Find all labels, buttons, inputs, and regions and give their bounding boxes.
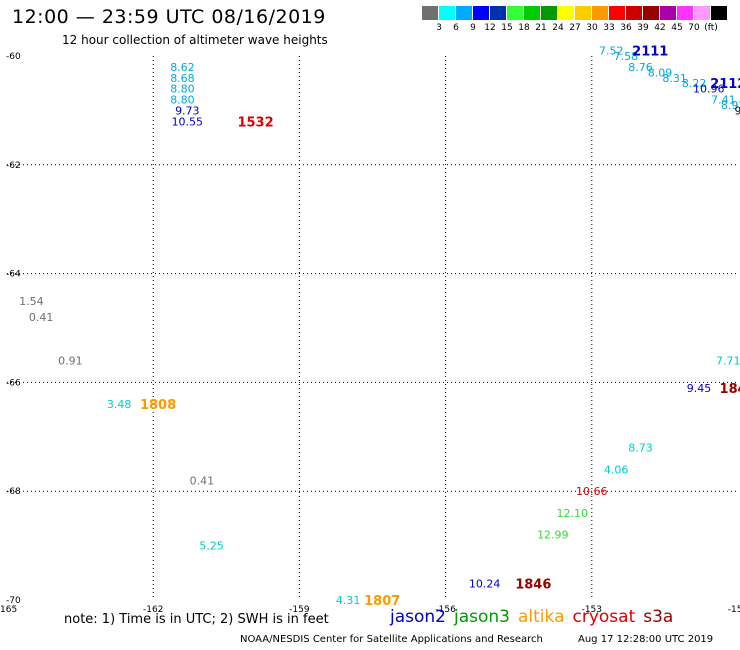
color-scale-label: 27 <box>569 23 581 33</box>
color-swatch <box>490 6 507 20</box>
x-tick-label: -165 <box>0 605 17 615</box>
satellite-legend: jason2 jason3 altika cryosat s3a <box>390 607 681 627</box>
wave-height-value: 9.45 <box>687 382 712 395</box>
color-scale-label: 3 <box>436 23 442 33</box>
color-scale-label: 6 <box>453 23 459 33</box>
color-scale-label: 42 <box>654 23 666 33</box>
wave-height-value: 7.41 <box>711 94 736 107</box>
pass-time-label: 1846 <box>515 578 551 593</box>
wave-height-value: 8.80 <box>170 94 195 107</box>
chart-subtitle: 12 hour collection of altimeter wave hei… <box>62 33 328 47</box>
color-swatch <box>609 6 626 20</box>
wave-height-value: 8.76 <box>628 61 653 74</box>
wave-height-value: 4.06 <box>604 463 629 476</box>
color-swatch <box>456 6 473 20</box>
y-tick-label: -70 <box>6 596 21 606</box>
wave-height-value: 10.96 <box>693 83 725 96</box>
credit-text: NOAA/NESDIS Center for Satellite Applica… <box>240 634 543 645</box>
wave-height-value: 1.54 <box>19 295 44 308</box>
x-tick-label: -156 <box>435 605 456 615</box>
color-swatch <box>660 6 677 20</box>
units-note: note: 1) Time is in UTC; 2) SWH is in fe… <box>64 612 329 627</box>
color-scale-label: 24 <box>552 23 564 33</box>
y-tick-label: -68 <box>6 487 21 497</box>
color-scale-label: 36 <box>620 23 632 33</box>
y-tick-label: -62 <box>6 161 21 171</box>
wave-height-value: 3.48 <box>107 398 132 411</box>
wave-height-value: 0.41 <box>190 474 215 487</box>
color-scale-label: 18 <box>518 23 530 33</box>
color-swatch <box>422 6 439 20</box>
wave-height-value: 10.66 <box>576 485 608 498</box>
color-swatch <box>694 6 711 20</box>
color-scale-label: (ft) <box>704 23 718 33</box>
pass-time-label: 1807 <box>364 594 400 609</box>
wave-height-value: 8.80 <box>170 83 195 96</box>
pass-time-label: 1532 <box>237 115 273 130</box>
wave-height-value: 8.68 <box>170 72 195 85</box>
color-swatch <box>592 6 609 20</box>
satellite-legend-item: cryosat <box>572 607 636 627</box>
wave-height-value: 8.31 <box>662 72 687 85</box>
color-swatch <box>677 6 694 20</box>
wave-height-value: 7.58 <box>614 50 639 63</box>
satellite-legend-item: jason3 <box>454 607 510 627</box>
color-scale-label: 30 <box>586 23 598 33</box>
color-scale-label: 21 <box>535 23 547 33</box>
pass-time-label: 1808 <box>140 398 176 413</box>
pass-time-label: 2111 <box>632 45 668 60</box>
color-swatch <box>558 6 575 20</box>
x-tick-label: -153 <box>582 605 602 615</box>
x-tick-label: -159 <box>289 605 310 615</box>
wave-height-value: 8.22 <box>682 77 707 90</box>
wave-height-value: 5.25 <box>199 540 224 553</box>
x-tick-label: -162 <box>143 605 163 615</box>
wave-height-value: 7.52 <box>599 45 624 58</box>
y-tick-label: -60 <box>6 52 21 62</box>
pass-time-label: 2112 <box>710 77 740 92</box>
chart-title: 12:00 — 23:59 UTC 08/16/2019 <box>12 6 326 28</box>
color-scale-label: 15 <box>501 23 513 33</box>
y-tick-label: -64 <box>6 270 21 280</box>
satellite-legend-item: altika <box>518 607 565 627</box>
wave-height-value: 0.41 <box>29 311 54 324</box>
wave-height-value: 7.71 <box>716 355 740 368</box>
color-scale-label: 33 <box>603 23 615 33</box>
wave-height-value: 10.24 <box>469 578 501 591</box>
satellite-legend-item: s3a <box>643 607 674 627</box>
wave-height-value: 9.73 <box>175 104 200 117</box>
color-swatch <box>626 6 643 20</box>
color-scale-label: 12 <box>484 23 496 33</box>
wave-height-value: 4.31 <box>336 594 361 607</box>
pass-time-label: 184 <box>720 382 740 397</box>
wave-height-value: 8.62 <box>170 61 195 74</box>
wave-height-value: 8.09 <box>648 66 673 79</box>
satellite-legend-item: jason2 <box>390 607 446 627</box>
timestamp-text: Aug 17 12:28:00 UTC 2019 <box>578 634 714 645</box>
wave-height-value: 12.99 <box>537 529 569 542</box>
color-scale-label: 45 <box>671 23 683 33</box>
color-swatch <box>439 6 456 20</box>
x-tick-label: -150 <box>728 605 740 615</box>
color-scale-label: 9 <box>470 23 476 33</box>
wave-height-value: 8.92 <box>721 99 740 112</box>
color-swatch <box>643 6 660 20</box>
wave-height-value: 8.73 <box>628 442 653 455</box>
color-swatch <box>711 6 728 20</box>
wave-height-value: 10.55 <box>172 115 204 128</box>
color-swatch <box>507 6 524 20</box>
wave-height-value: 9 <box>735 104 740 117</box>
color-swatch <box>541 6 558 20</box>
color-scale-label: 70 <box>688 23 700 33</box>
wave-height-value: 0.91 <box>58 355 83 368</box>
color-swatch <box>473 6 490 20</box>
color-scale-label: 39 <box>637 23 649 33</box>
color-swatch <box>575 6 592 20</box>
wave-height-value: 12.10 <box>557 507 589 520</box>
color-swatch <box>524 6 541 20</box>
y-tick-label: -66 <box>6 378 21 388</box>
